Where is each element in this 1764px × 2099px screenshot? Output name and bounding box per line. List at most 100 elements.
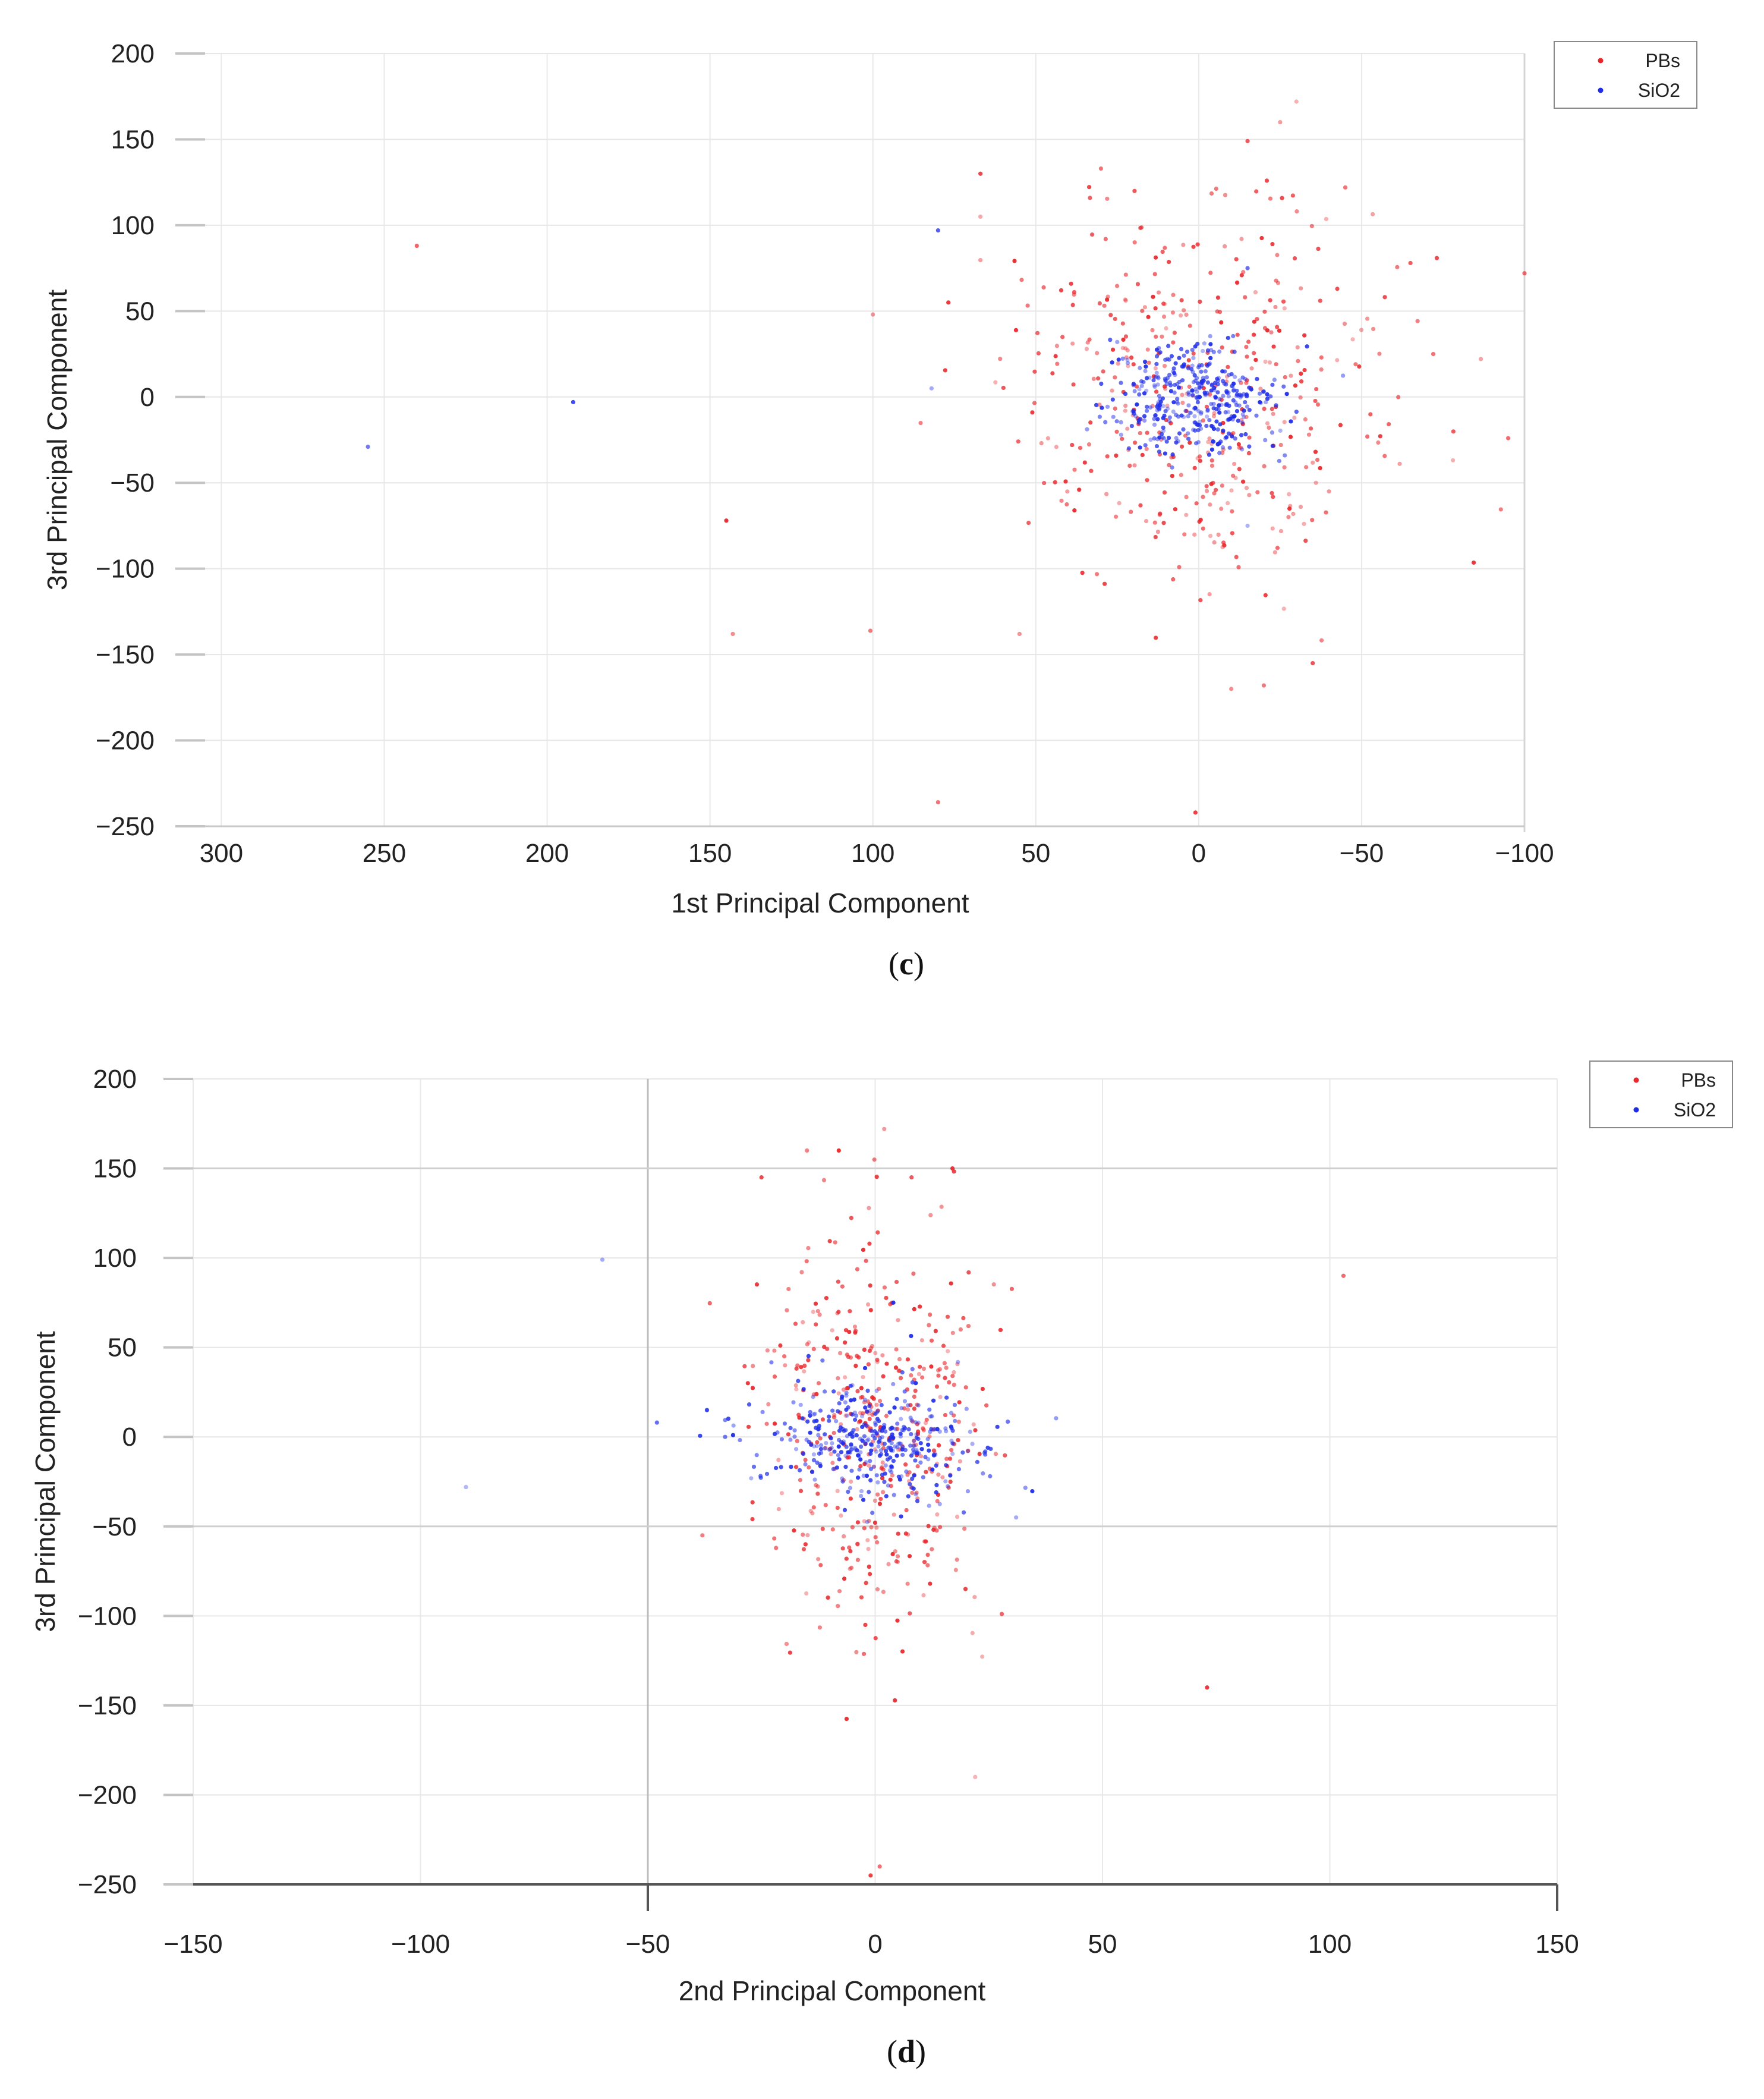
point-pbs <box>1182 308 1186 313</box>
point-pbs <box>1249 366 1254 371</box>
point-sio2 <box>818 1450 824 1455</box>
point-pbs <box>1050 371 1055 376</box>
point-sio2 <box>899 1474 904 1479</box>
point-sio2 <box>850 1383 855 1387</box>
point-pbs <box>1160 334 1164 339</box>
y-tick-label: 150 <box>111 125 155 154</box>
point-pbs <box>793 1321 798 1326</box>
point-pbs <box>1070 442 1075 448</box>
point-sio2 <box>809 1469 815 1474</box>
point-sio2 <box>1223 436 1228 440</box>
point-pbs <box>1287 492 1292 496</box>
point-sio2 <box>927 1407 932 1412</box>
point-sio2 <box>1180 378 1185 383</box>
point-pbs <box>881 1374 886 1379</box>
point-pbs <box>1179 444 1185 449</box>
point-pbs <box>772 1374 777 1379</box>
point-sio2 <box>817 1424 821 1428</box>
point-sio2 <box>1205 380 1210 385</box>
point-pbs <box>1070 303 1075 307</box>
point-pbs <box>1232 461 1237 467</box>
point-pbs <box>886 1562 891 1566</box>
point-pbs <box>1064 502 1069 507</box>
point-pbs <box>1341 1273 1346 1278</box>
point-sio2 <box>730 1433 735 1437</box>
point-pbs <box>1204 489 1209 493</box>
point-pbs <box>1270 526 1275 531</box>
point-sio2 <box>1189 367 1194 372</box>
point-sio2 <box>902 1389 907 1394</box>
point-pbs <box>1131 362 1136 367</box>
point-sio2 <box>1204 392 1208 397</box>
point-pbs <box>1271 411 1275 416</box>
point-sio2 <box>916 1420 921 1425</box>
point-pbs <box>854 1650 859 1654</box>
point-sio2 <box>866 1437 871 1442</box>
point-sio2 <box>859 1489 864 1494</box>
point-pbs <box>1282 306 1287 311</box>
point-sio2 <box>914 1447 919 1452</box>
point-pbs <box>817 1625 823 1630</box>
point-pbs <box>1309 224 1314 228</box>
point-pbs <box>1113 316 1117 322</box>
point-pbs <box>1087 337 1092 342</box>
point-pbs <box>804 1259 809 1264</box>
point-pbs <box>1110 388 1114 393</box>
point-pbs <box>872 1520 878 1525</box>
point-sio2 <box>571 399 576 405</box>
point-sio2 <box>1185 350 1190 354</box>
point-sio2 <box>1231 388 1236 393</box>
point-sio2 <box>849 1447 854 1452</box>
point-sio2 <box>836 1444 841 1449</box>
point-pbs <box>971 1422 976 1427</box>
point-pbs <box>1146 360 1151 365</box>
point-sio2 <box>1190 363 1195 368</box>
point-sio2 <box>1255 376 1259 382</box>
point-pbs <box>1032 369 1037 374</box>
point-sio2 <box>975 1459 979 1464</box>
point-sio2 <box>1264 399 1268 405</box>
point-pbs <box>929 1338 934 1343</box>
point-pbs <box>894 1279 899 1285</box>
point-pbs <box>1120 436 1124 441</box>
point-pbs <box>870 1395 875 1400</box>
y-tick-label: −100 <box>96 555 155 584</box>
point-pbs <box>855 1557 861 1562</box>
point-sio2 <box>796 1379 801 1383</box>
point-sio2 <box>1165 357 1170 361</box>
point-pbs <box>978 257 983 263</box>
point-pbs <box>872 1447 877 1452</box>
point-pbs <box>841 1387 846 1392</box>
point-sio2 <box>1179 413 1184 418</box>
point-pbs <box>1054 445 1059 449</box>
point-sio2 <box>751 1464 757 1469</box>
point-pbs <box>940 1475 945 1480</box>
point-pbs <box>774 1546 779 1550</box>
point-pbs <box>875 1360 880 1364</box>
point-pbs <box>811 1310 815 1314</box>
point-sio2 <box>820 1358 825 1363</box>
point-pbs <box>949 1281 953 1286</box>
point-pbs <box>868 628 873 633</box>
point-sio2 <box>884 1449 889 1453</box>
point-sio2 <box>816 1427 821 1431</box>
point-sio2 <box>891 1300 896 1305</box>
x-tick-label: −100 <box>391 1930 450 1959</box>
point-sio2 <box>846 1489 850 1494</box>
point-pbs <box>848 1549 853 1554</box>
point-pbs <box>1319 355 1324 360</box>
point-pbs <box>977 1452 982 1456</box>
point-pbs <box>928 1312 933 1317</box>
point-pbs <box>966 1449 971 1453</box>
point-pbs <box>956 1420 962 1424</box>
point-pbs <box>1194 501 1199 506</box>
point-pbs <box>831 1415 837 1420</box>
point-sio2 <box>1207 418 1212 423</box>
point-sio2 <box>1126 446 1132 451</box>
point-sio2 <box>891 1459 896 1464</box>
point-pbs <box>1123 297 1127 302</box>
point-sio2 <box>863 1405 868 1410</box>
point-sio2 <box>1208 342 1213 347</box>
point-sio2 <box>1167 373 1172 377</box>
point-sio2 <box>842 1428 846 1433</box>
